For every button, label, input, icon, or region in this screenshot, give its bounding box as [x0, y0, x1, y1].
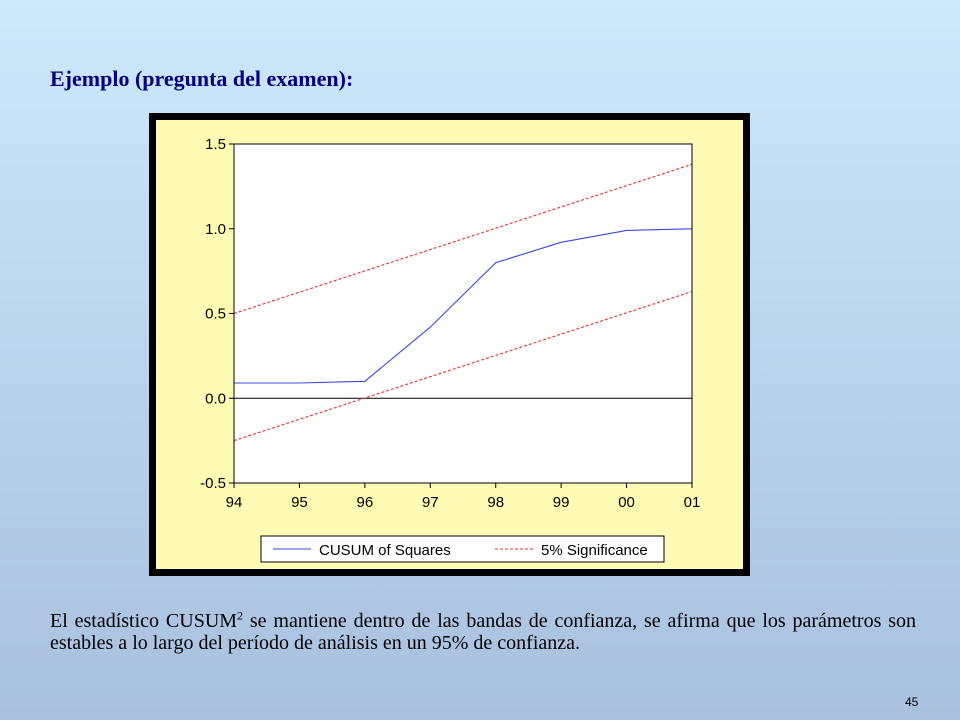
- y-tick-label: 1.0: [205, 221, 226, 238]
- x-tick-label: 95: [291, 494, 308, 511]
- cusum-line: [234, 228, 693, 384]
- legend-label-significance: 5% Significance: [541, 542, 648, 559]
- y-tick-label: -0.5: [200, 475, 226, 492]
- caption-text-end: se mantiene dentro de las bandas de conf…: [50, 610, 916, 654]
- x-tick-label: 96: [357, 494, 374, 511]
- x-tick-label: 98: [487, 494, 504, 511]
- x-tick-label: 94: [226, 494, 243, 511]
- plot-area: [234, 144, 692, 483]
- x-tick-label: 99: [553, 494, 570, 511]
- cusum-chart: -0.5 0.0 0.5 1.0 1.5 94 95 96 97 98 99 00 01 CUSUM of…: [200, 136, 701, 563]
- y-tick-label: 0.0: [205, 390, 226, 407]
- legend-label-cusum: CUSUM of Squares: [319, 542, 451, 559]
- caption-superscript: 2: [237, 608, 244, 623]
- legend-box: [260, 535, 665, 563]
- slide-caption: El estadístico CUSUM2 se mantiene dentro…: [50, 608, 916, 654]
- slide-heading: Ejemplo (pregunta del examen):: [50, 66, 354, 91]
- lower-significance-line: [233, 290, 693, 442]
- chart-frame: -0.5 0.0 0.5 1.0 1.5 94 95 96 97 98 99 00 01 CUSUM of…: [149, 113, 750, 576]
- y-tick-label: 0.5: [205, 306, 226, 323]
- caption-text-start: El estadístico CUSUM: [50, 610, 238, 632]
- y-tick-label: 1.5: [205, 136, 226, 153]
- x-tick-label: 97: [422, 494, 439, 511]
- upper-significance-line: [233, 163, 693, 315]
- page-number: 45: [905, 695, 919, 709]
- x-tick-label: 00: [618, 494, 635, 511]
- plot-border: [233, 143, 693, 484]
- x-tick-label: 01: [684, 494, 701, 511]
